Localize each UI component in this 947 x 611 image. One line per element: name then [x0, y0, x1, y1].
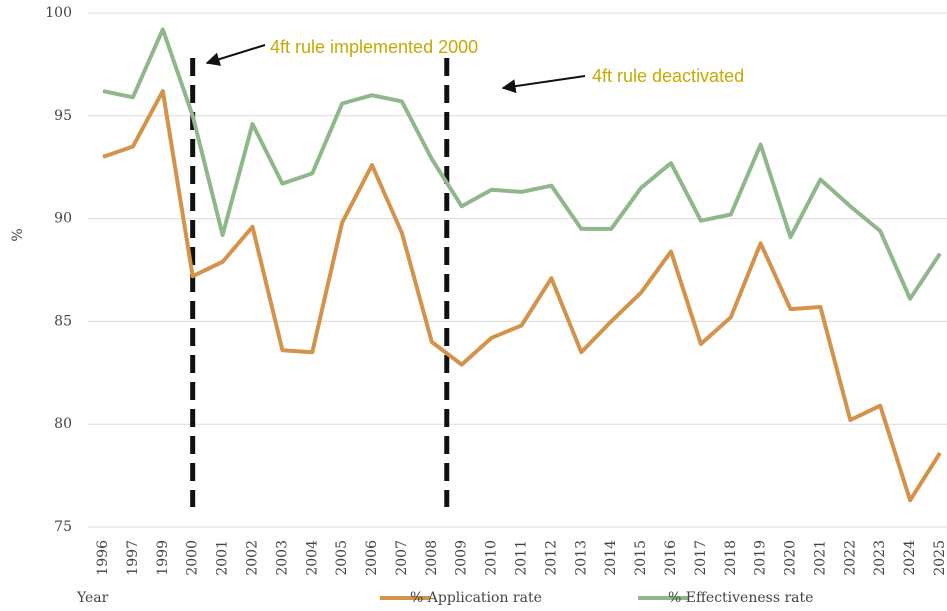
y-tick-label: 90	[54, 211, 72, 227]
x-tick-label: 2024	[902, 540, 918, 576]
y-tick-label: 95	[54, 108, 72, 124]
x-tick-label: 2015	[633, 540, 649, 576]
legend-label: % Application rate	[410, 590, 542, 606]
arrow	[205, 44, 266, 66]
x-tick-label: 2007	[394, 540, 410, 576]
y-tick-label: 85	[54, 313, 72, 329]
x-tick-label: 2016	[663, 540, 679, 576]
x-tick-label: 2023	[872, 540, 888, 576]
annotation: 4ft rule deactivated	[592, 66, 744, 86]
x-tick-label: 2000	[185, 540, 201, 576]
arrow	[501, 75, 586, 94]
x-tick-label: 2014	[603, 540, 619, 576]
x-tick-label: 2012	[543, 540, 559, 576]
y-tick-label: 75	[54, 519, 72, 535]
x-tick-label: 1997	[125, 540, 141, 576]
x-tick-label: 2011	[514, 540, 530, 576]
x-tick-label: 2006	[364, 540, 380, 576]
legend-label: % Effectiveness rate	[668, 590, 813, 606]
x-tick-label: 2001	[215, 540, 231, 576]
x-tick-label: 2004	[304, 540, 320, 576]
annotation: 4ft rule implemented 2000	[270, 37, 478, 57]
y-tick-label: 80	[54, 416, 72, 432]
series-line	[102, 27, 942, 301]
x-tick-label: 2009	[454, 540, 470, 576]
series-line	[102, 89, 942, 503]
y-tick-label: 100	[45, 5, 72, 21]
x-tick-label: 1996	[95, 540, 111, 576]
x-tick-label: 2021	[812, 540, 828, 576]
x-tick-label: 2010	[484, 540, 500, 576]
y-axis-label: %	[10, 228, 26, 241]
x-tick-label: 1999	[155, 540, 171, 576]
x-tick-label: 2003	[274, 540, 290, 576]
x-axis-label: Year	[76, 590, 109, 606]
x-tick-label: 2019	[753, 540, 769, 576]
x-tick-label: 2008	[424, 540, 440, 576]
x-tick-label: 2005	[334, 540, 350, 576]
x-tick-label: 2013	[573, 540, 589, 576]
x-tick-label: 2022	[842, 540, 858, 576]
x-tick-label: 2017	[693, 540, 709, 576]
x-tick-label: 2020	[783, 540, 799, 576]
x-tick-label: 2002	[244, 540, 260, 576]
x-tick-label: 2025	[932, 540, 947, 576]
x-tick-label: 2018	[723, 540, 739, 576]
